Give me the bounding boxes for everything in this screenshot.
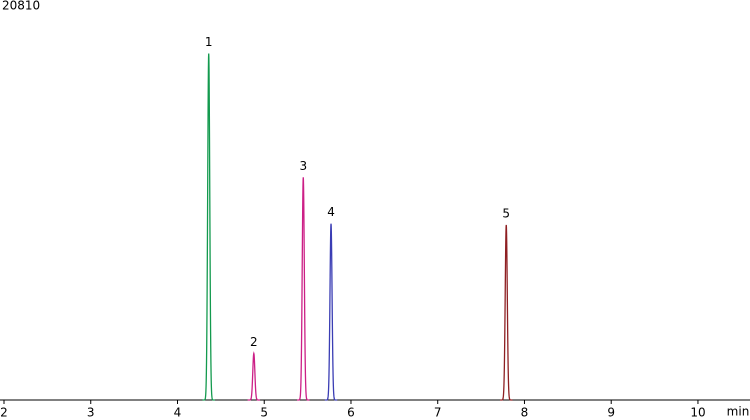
x-tick-label: 8: [521, 406, 529, 420]
peak: [324, 223, 338, 401]
peak: [297, 177, 310, 401]
peak: [247, 351, 261, 401]
x-axis-label: min: [727, 405, 750, 419]
peak-label: 5: [502, 206, 510, 220]
x-tick-label: 2: [0, 406, 8, 420]
peak: [202, 53, 215, 401]
peak: [500, 224, 513, 401]
x-tick-label: 10: [690, 406, 705, 420]
peak-label: 4: [327, 205, 335, 219]
x-tick-label: 9: [607, 406, 615, 420]
y-tick-label: 20810: [2, 0, 40, 13]
peak-label: 2: [250, 335, 258, 349]
peak-label: 1: [205, 35, 213, 49]
x-tick-label: 5: [260, 406, 268, 420]
x-tick-label: 4: [174, 406, 182, 420]
x-tick-label: 7: [434, 406, 442, 420]
x-tick-label: 3: [87, 406, 95, 420]
peak-label: 3: [299, 159, 307, 173]
x-tick-label: 6: [347, 406, 355, 420]
